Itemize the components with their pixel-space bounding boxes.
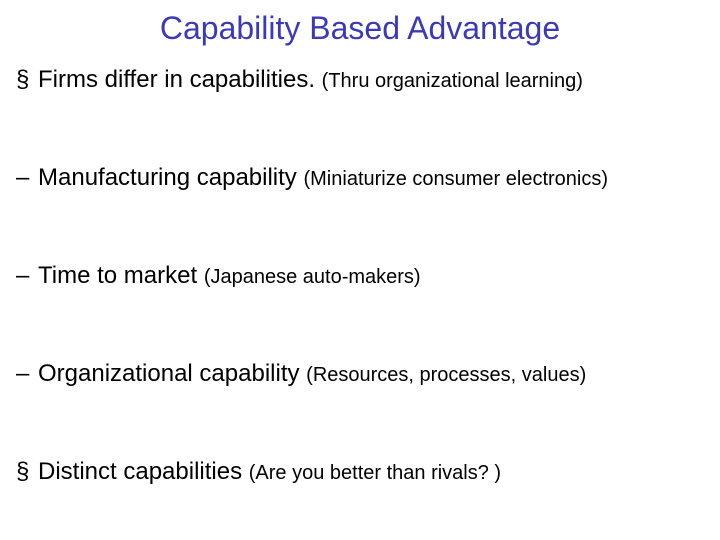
bullet-mark: § — [16, 65, 38, 95]
line-main: Time to market — [38, 262, 204, 289]
line-paren: (Are you better than rivals? ) — [249, 462, 501, 484]
slide-title: Capability Based Advantage — [0, 0, 720, 65]
line-paren: (Miniaturize consumer electronics) — [303, 168, 608, 190]
line-main: Distinct capabilities — [38, 458, 249, 485]
line-main: Organizational capability — [38, 360, 306, 387]
line-main: Manufacturing capability — [38, 164, 303, 191]
bullet-mark: – — [16, 261, 38, 291]
slide: Capability Based Advantage §Firms differ… — [0, 0, 720, 540]
bullet-mark: – — [16, 359, 38, 389]
bullet-line: –Manufacturing capability (Miniaturize c… — [0, 163, 720, 193]
line-paren: (Resources, processes, values) — [306, 364, 586, 386]
bullet-line: –Organizational capability (Resources, p… — [0, 359, 720, 389]
line-main: Firms differ in capabilities. — [38, 66, 322, 93]
line-paren: (Japanese auto-makers) — [204, 266, 421, 288]
bullet-line: § Distinct capabilities (Are you better … — [0, 457, 720, 487]
line-paren: (Thru organizational learning) — [322, 70, 583, 92]
bullet-line: §Firms differ in capabilities. (Thru org… — [0, 65, 720, 95]
bullet-line: –Time to market (Japanese auto-makers) — [0, 261, 720, 291]
bullet-mark: § — [16, 457, 38, 487]
bullet-mark: – — [16, 163, 38, 193]
